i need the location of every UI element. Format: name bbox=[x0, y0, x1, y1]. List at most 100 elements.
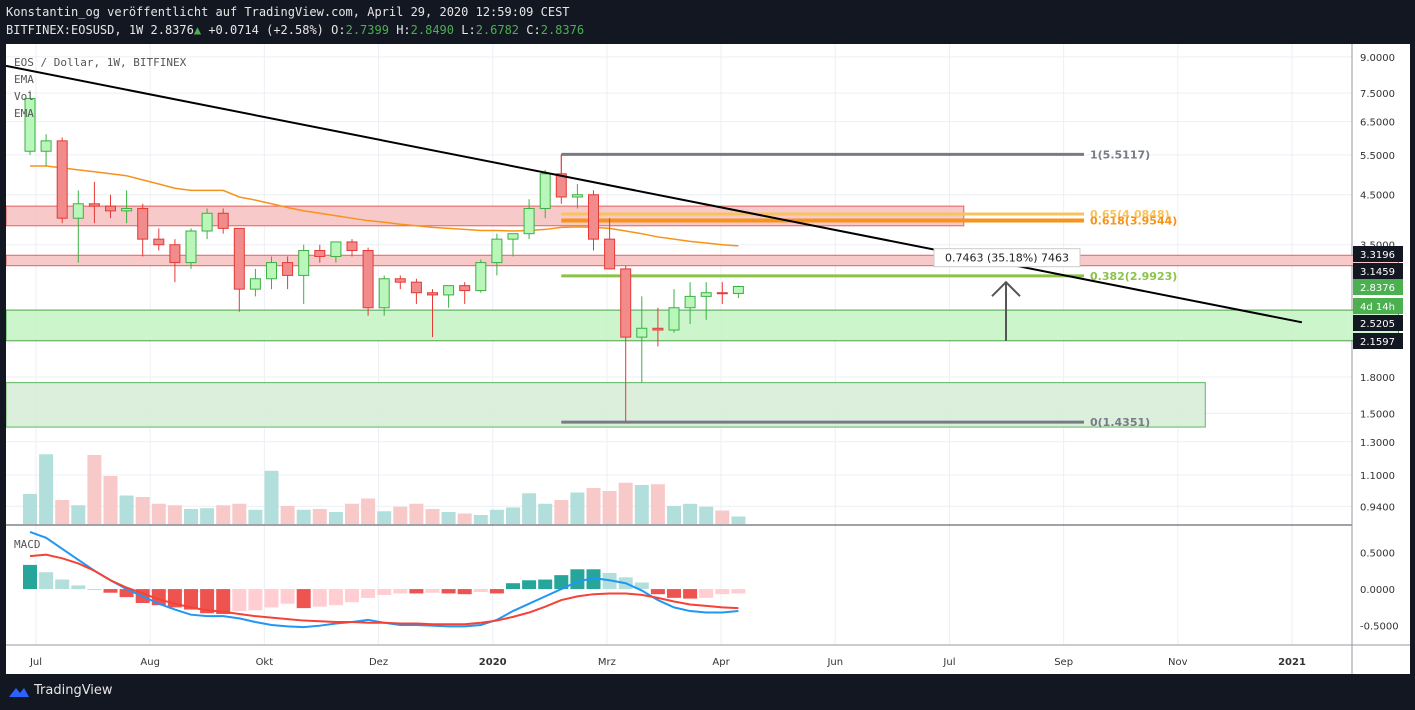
time-tick-label: Dez bbox=[369, 657, 388, 668]
candle-body bbox=[427, 292, 438, 296]
macd-histogram-bar bbox=[264, 589, 279, 608]
up-arrow-icon: ▲ bbox=[193, 23, 202, 37]
macd-histogram-bar bbox=[570, 569, 585, 590]
macd-histogram-bar bbox=[87, 589, 102, 591]
tradingview-brand[interactable]: TradingView bbox=[34, 683, 113, 698]
candle-body bbox=[394, 278, 406, 283]
macd-histogram-bar bbox=[489, 589, 504, 594]
volume-bar bbox=[393, 506, 408, 524]
macd-histogram-bar bbox=[216, 589, 231, 614]
volume-bar bbox=[489, 509, 504, 524]
volume-bar bbox=[151, 503, 166, 524]
macd-histogram-bar bbox=[650, 589, 665, 595]
volume-bar bbox=[667, 506, 681, 524]
macd-histogram-bar bbox=[473, 589, 488, 592]
candle-body bbox=[588, 194, 599, 240]
time-tick-label: 2020 bbox=[479, 657, 507, 668]
volume-bar bbox=[409, 503, 424, 524]
symbol-ohlc-line: BITFINEX:EOSUSD, 1W 2.8376▲ +0.0714 (+2.… bbox=[6, 23, 584, 37]
volume-bar bbox=[200, 508, 215, 524]
macd-tick-label: -0.5000 bbox=[1360, 622, 1399, 633]
volume-bar bbox=[457, 513, 472, 524]
candle-body bbox=[410, 281, 422, 294]
time-axis[interactable]: Jul Aug Okt Dez 2020 Mrz Apr Jun Jul Sep Nov 2021 bbox=[29, 657, 1306, 668]
macd-histogram-bar bbox=[715, 589, 730, 595]
candle-body bbox=[330, 241, 342, 257]
price-tag-label: 2.5205 bbox=[1360, 319, 1395, 330]
high-label: H: bbox=[396, 23, 411, 37]
volume-bar bbox=[87, 455, 102, 524]
macd-histogram-bar bbox=[377, 589, 392, 595]
price-tick-label: 0.9400 bbox=[1360, 502, 1395, 513]
volume-bar bbox=[570, 492, 585, 524]
time-tick-label: Okt bbox=[256, 657, 274, 668]
price-tick-label: 1.3000 bbox=[1360, 438, 1395, 449]
macd-histogram-bar bbox=[200, 589, 215, 614]
signal-line bbox=[29, 553, 739, 626]
zone-rect bbox=[6, 382, 1206, 428]
macd-histogram-bar bbox=[119, 589, 134, 598]
price-tag-box bbox=[1353, 279, 1403, 295]
candle-body bbox=[153, 238, 165, 246]
fib-layer: 1(5.5117) 0.65(4.0848)0.618(3.9544) 0.382(… bbox=[560, 148, 1177, 429]
macd-histogram-bar bbox=[232, 589, 247, 612]
candle-body bbox=[346, 241, 358, 252]
macd-layer bbox=[23, 530, 746, 629]
fib-label: 0.382(2.9923) bbox=[1090, 270, 1177, 283]
macd-histogram-bar bbox=[425, 589, 440, 593]
chart-area[interactable]: 1(5.5117) 0.65(4.0848) 0.618(3.9544) 0.382(… bbox=[6, 44, 1410, 674]
volume-bar bbox=[361, 498, 376, 524]
candle-body bbox=[40, 140, 52, 152]
time-tick-label: Nov bbox=[1168, 657, 1188, 668]
fib-label: 0(1.4351) bbox=[1090, 416, 1150, 429]
grid bbox=[6, 44, 1410, 674]
volume-bar bbox=[506, 507, 520, 524]
macd-histogram-bar bbox=[312, 589, 327, 607]
price-tick-label: 5.5000 bbox=[1360, 151, 1395, 162]
time-tick-label: Aug bbox=[140, 657, 160, 668]
chart-svg[interactable]: 1(5.5117) 0.65(4.0848)0.618(3.9544) 0.382(… bbox=[6, 44, 1410, 674]
macd-histogram-bar bbox=[409, 589, 424, 594]
candle-body bbox=[732, 285, 744, 294]
candle-body bbox=[491, 238, 503, 264]
candle-body bbox=[314, 250, 326, 257]
macd-histogram-bar bbox=[586, 569, 601, 590]
candles-layer bbox=[24, 90, 744, 422]
candle-body bbox=[298, 250, 310, 276]
price-axis[interactable]: 9.00007.50006.50005.50004.50003.50002.52… bbox=[1353, 53, 1403, 633]
fib-label: 1(5.5117) bbox=[1090, 148, 1150, 161]
publish-info: Konstantin_og veröffentlicht auf Trading… bbox=[6, 5, 570, 19]
volume-bar bbox=[103, 476, 118, 524]
volume-bar bbox=[264, 470, 279, 524]
price-tick-label: 1.1000 bbox=[1360, 471, 1395, 482]
close-value: 2.8376 bbox=[540, 23, 585, 37]
candle-body bbox=[684, 295, 696, 309]
candle-body bbox=[282, 262, 294, 276]
volume-bar bbox=[135, 497, 150, 524]
volume-bar bbox=[715, 510, 730, 524]
legend-title: EOS / Dollar, 1W, BITFINEX bbox=[14, 56, 187, 69]
legend-ema-1: EMA bbox=[14, 73, 34, 86]
measure-label-box bbox=[933, 248, 1081, 268]
volume-bar bbox=[167, 505, 182, 524]
candle-body bbox=[217, 212, 229, 229]
volume-bar bbox=[71, 505, 86, 524]
price-tick-label: 1.5000 bbox=[1360, 409, 1395, 420]
tradingview-logo-icon[interactable] bbox=[8, 685, 30, 699]
candle-body bbox=[201, 212, 213, 232]
time-tick-label: Mrz bbox=[598, 657, 616, 668]
zone-rect bbox=[6, 205, 965, 227]
volume-bar bbox=[119, 495, 134, 524]
volume-bar bbox=[23, 494, 37, 524]
candle-body bbox=[459, 285, 471, 292]
zone-rect bbox=[6, 254, 1399, 267]
volume-bar bbox=[248, 509, 263, 524]
price-tick-label: 4.5000 bbox=[1360, 191, 1395, 202]
candle-body bbox=[620, 268, 632, 338]
volume-bar bbox=[232, 503, 247, 524]
trend-layer bbox=[6, 64, 1303, 324]
volume-bar bbox=[280, 506, 295, 524]
macd-histogram-bar bbox=[667, 589, 681, 598]
candle-body bbox=[636, 327, 648, 338]
macd-histogram-bar bbox=[280, 589, 295, 604]
